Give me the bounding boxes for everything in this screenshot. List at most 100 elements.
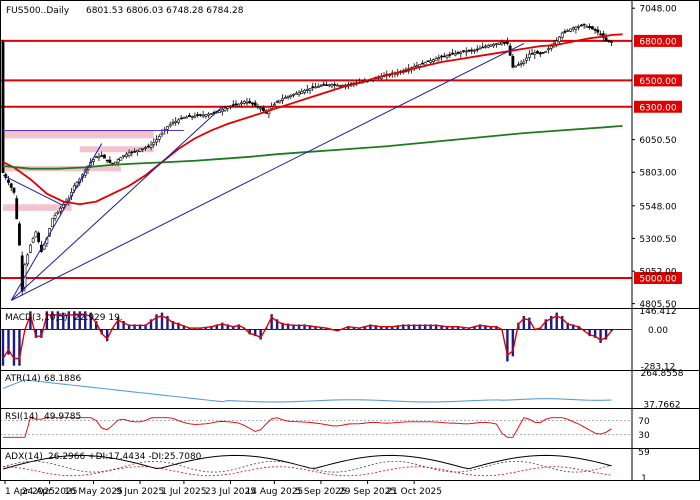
candle-body[interactable] bbox=[319, 85, 323, 87]
candle-body[interactable] bbox=[7, 179, 10, 183]
minus-di-line[interactable] bbox=[2, 466, 612, 477]
candle-body[interactable] bbox=[440, 55, 443, 58]
candle-body[interactable] bbox=[37, 232, 41, 243]
candle-body[interactable] bbox=[308, 88, 312, 91]
candle-body[interactable] bbox=[289, 94, 293, 97]
candle-body[interactable] bbox=[577, 26, 581, 28]
candle-body[interactable] bbox=[100, 155, 104, 157]
candle-body[interactable] bbox=[226, 106, 230, 109]
candle-body[interactable] bbox=[185, 116, 189, 119]
candle-body[interactable] bbox=[322, 83, 326, 86]
candle-body[interactable] bbox=[585, 26, 589, 28]
candle-body[interactable] bbox=[475, 48, 479, 51]
trendline-2[interactable] bbox=[10, 143, 103, 301]
candle-body[interactable] bbox=[453, 53, 457, 56]
candle-body[interactable] bbox=[519, 62, 523, 65]
candle-body[interactable] bbox=[253, 102, 257, 106]
candle-body[interactable] bbox=[294, 92, 298, 95]
candles[interactable] bbox=[1, 23, 613, 296]
atr-panel[interactable]: 264.8558 37.7662 bbox=[2, 369, 684, 410]
candle-body[interactable] bbox=[149, 144, 153, 148]
ma-line-100[interactable] bbox=[2, 124, 623, 170]
candle-body[interactable] bbox=[525, 57, 528, 61]
candle-body[interactable] bbox=[555, 40, 559, 45]
price-panel[interactable]: 6800.00 6500.00 6300.00 5000.00 bbox=[0, 23, 682, 301]
candle-body[interactable] bbox=[61, 203, 65, 208]
candle-body[interactable] bbox=[272, 103, 276, 106]
candle-body[interactable] bbox=[29, 244, 32, 253]
candle-body[interactable] bbox=[56, 211, 60, 214]
trendline-3[interactable] bbox=[2, 174, 64, 207]
candle-body[interactable] bbox=[207, 113, 210, 116]
candle-body[interactable] bbox=[607, 39, 611, 42]
candle-body[interactable] bbox=[338, 85, 342, 87]
ma-line-20[interactable] bbox=[2, 33, 623, 206]
candle-body[interactable] bbox=[133, 151, 136, 153]
candle-body[interactable] bbox=[94, 156, 98, 159]
candle-body[interactable] bbox=[423, 62, 427, 66]
candle-body[interactable] bbox=[492, 43, 496, 47]
candle-body[interactable] bbox=[503, 42, 507, 44]
candle-body[interactable] bbox=[122, 155, 126, 157]
candle-body[interactable] bbox=[242, 101, 246, 104]
candle-body[interactable] bbox=[544, 51, 548, 53]
candle-body[interactable] bbox=[533, 52, 537, 55]
candle-body[interactable] bbox=[116, 159, 120, 163]
candle-body[interactable] bbox=[426, 60, 430, 63]
candle-body[interactable] bbox=[204, 114, 208, 117]
candle-body[interactable] bbox=[484, 45, 487, 48]
atr-line[interactable] bbox=[2, 379, 612, 403]
candle-body[interactable] bbox=[157, 136, 161, 140]
candle-body[interactable] bbox=[442, 55, 446, 58]
candle-body[interactable] bbox=[127, 152, 131, 156]
candle-body[interactable] bbox=[610, 41, 613, 43]
candle-body[interactable] bbox=[237, 103, 241, 107]
candle-body[interactable] bbox=[566, 30, 570, 32]
candle-body[interactable] bbox=[497, 42, 501, 45]
candle-body[interactable] bbox=[596, 29, 600, 33]
candle-body[interactable] bbox=[53, 215, 57, 219]
candle-body[interactable] bbox=[245, 101, 249, 104]
candle-body[interactable] bbox=[590, 26, 594, 30]
candle-body[interactable] bbox=[286, 95, 290, 98]
candle-body[interactable] bbox=[437, 57, 441, 59]
candle-body[interactable] bbox=[248, 101, 252, 104]
candle-body[interactable] bbox=[325, 84, 328, 86]
candle-body[interactable] bbox=[201, 114, 205, 117]
candle-body[interactable] bbox=[316, 86, 320, 88]
candle-body[interactable] bbox=[563, 31, 567, 33]
candle-body[interactable] bbox=[220, 109, 224, 112]
candle-body[interactable] bbox=[300, 90, 304, 95]
candle-body[interactable] bbox=[500, 41, 504, 45]
candle-body[interactable] bbox=[171, 122, 175, 124]
candle-body[interactable] bbox=[182, 116, 186, 119]
candle-body[interactable] bbox=[188, 115, 191, 117]
candle-body[interactable] bbox=[579, 24, 583, 27]
candle-body[interactable] bbox=[166, 126, 169, 130]
adx-line[interactable] bbox=[2, 454, 612, 470]
candle-body[interactable] bbox=[456, 51, 460, 54]
candle-body[interactable] bbox=[278, 99, 282, 103]
trendline-0[interactable] bbox=[10, 43, 525, 301]
candle-body[interactable] bbox=[119, 157, 123, 161]
candle-body[interactable] bbox=[262, 107, 265, 112]
candle-body[interactable] bbox=[481, 46, 485, 49]
candle-body[interactable] bbox=[486, 45, 490, 48]
candle-body[interactable] bbox=[593, 28, 597, 31]
macd-panel[interactable]: 146.412 0.00 -283.12 bbox=[0, 307, 677, 373]
candle-body[interactable] bbox=[327, 84, 331, 87]
candle-body[interactable] bbox=[283, 97, 287, 99]
candle-body[interactable] bbox=[588, 26, 592, 29]
candle-body[interactable] bbox=[516, 64, 520, 66]
candle-body[interactable] bbox=[190, 116, 194, 118]
rsi-line[interactable] bbox=[3, 417, 612, 438]
candle-body[interactable] bbox=[108, 159, 112, 164]
candle-body[interactable] bbox=[168, 124, 172, 127]
candle-body[interactable] bbox=[549, 45, 553, 49]
candle-body[interactable] bbox=[240, 102, 243, 105]
trendline-1[interactable] bbox=[10, 106, 223, 301]
candle-body[interactable] bbox=[251, 102, 254, 105]
candle-body[interactable] bbox=[569, 28, 572, 32]
candle-body[interactable] bbox=[155, 139, 158, 143]
candle-body[interactable] bbox=[431, 59, 435, 63]
